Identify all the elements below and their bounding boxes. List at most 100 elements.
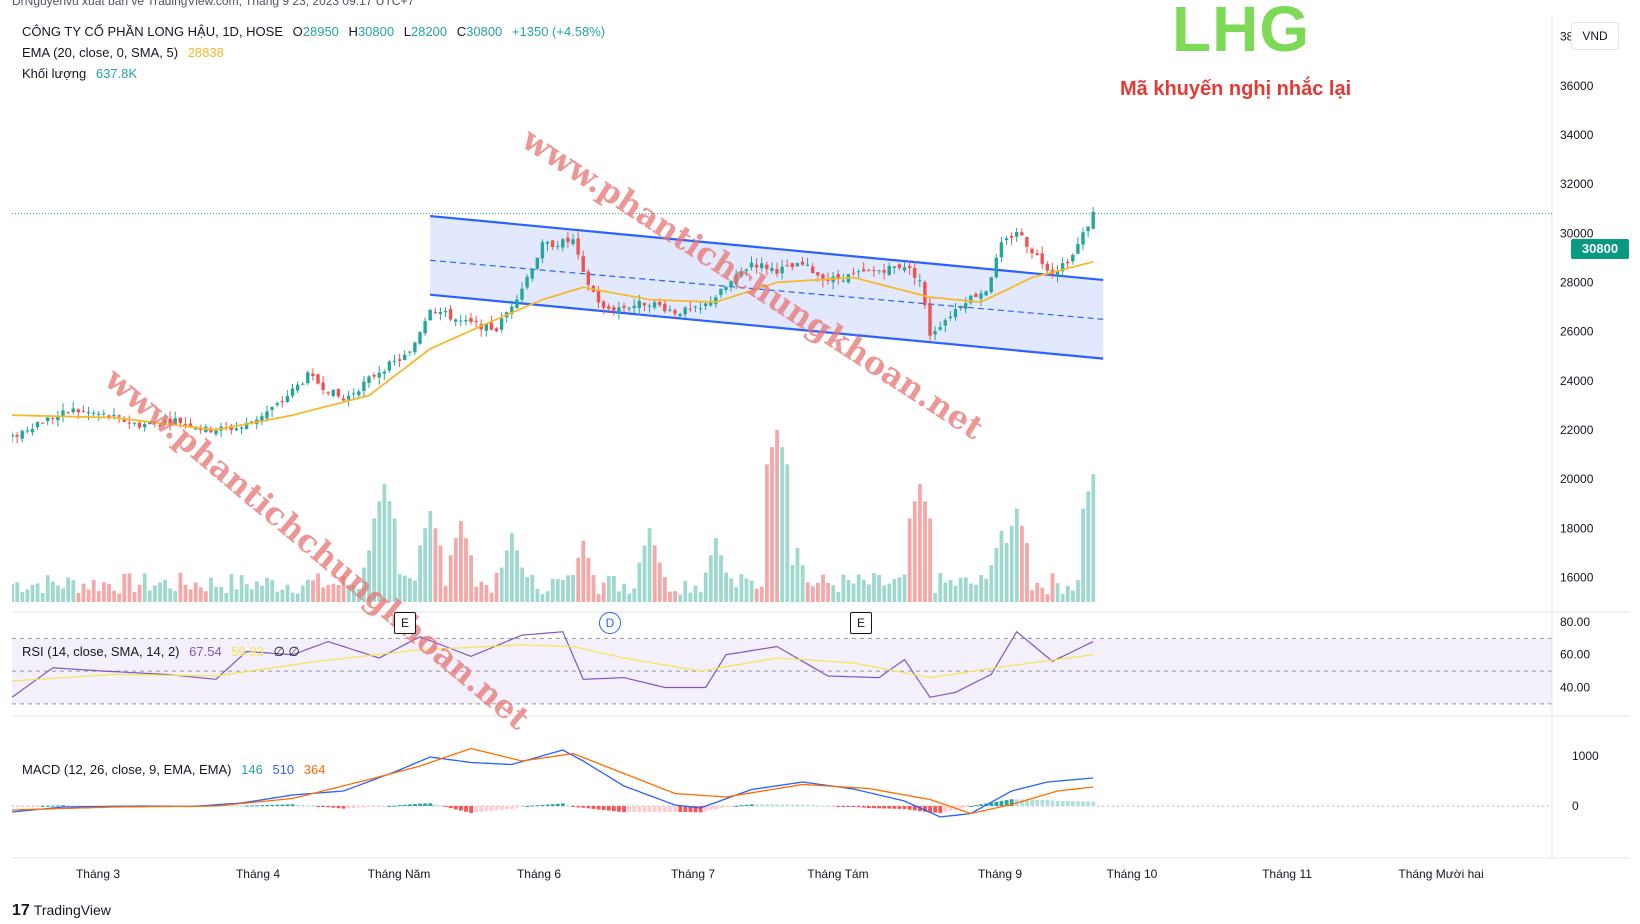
candle-body: [158, 425, 162, 427]
volume-bar: [423, 528, 428, 602]
volume-bar: [137, 584, 142, 602]
volume-bar: [652, 545, 657, 602]
volume-bar: [673, 590, 677, 602]
macd-histogram-bar: [357, 806, 361, 808]
volume-bar: [1060, 593, 1065, 602]
macd-histogram-bar: [770, 804, 774, 806]
candle-body: [515, 299, 519, 309]
candle-body: [596, 291, 601, 303]
candle-body: [86, 412, 91, 414]
candle-body: [117, 415, 121, 417]
volume-bar: [1050, 573, 1055, 602]
macd-histogram-bar: [652, 806, 657, 812]
macd-hist-value: 146: [241, 762, 263, 777]
candle-body: [953, 309, 958, 318]
volume-bar: [20, 592, 25, 602]
volume-bar: [816, 582, 820, 602]
macd-histogram-bar: [448, 806, 453, 809]
volume-bar: [40, 592, 45, 602]
macd-histogram-bar: [336, 806, 341, 809]
macd-histogram-bar: [744, 804, 749, 806]
macd-histogram-bar: [846, 806, 851, 807]
volume-label: Khối lượng: [22, 66, 87, 81]
legend-rsi[interactable]: RSI (14, close, SMA, 14, 2) 67.54 59.93 …: [22, 644, 306, 660]
volume-bar: [428, 511, 433, 602]
currency-button[interactable]: VND: [1571, 22, 1619, 50]
volume-bar: [861, 579, 866, 602]
volume-bar: [912, 501, 917, 602]
earnings-event-marker[interactable]: E: [850, 612, 872, 634]
macd-histogram-bar: [311, 805, 315, 807]
macd-histogram-bar: [974, 805, 978, 807]
volume-bar: [897, 577, 902, 602]
volume-bar: [51, 581, 55, 602]
earnings-event-marker[interactable]: E: [394, 612, 416, 634]
volume-bar: [260, 585, 264, 602]
candle-body: [382, 371, 386, 374]
macd-histogram-bar: [285, 804, 290, 806]
volume-bar: [724, 572, 728, 602]
volume-bar: [147, 590, 152, 602]
volume-bar: [1045, 594, 1050, 602]
tradingview-logo[interactable]: 17 TradingView: [12, 902, 111, 920]
rsi-tick-label: 60.00: [1560, 648, 1590, 662]
legend-macd[interactable]: MACD (12, 26, close, 9, EMA, EMA) 146 51…: [22, 762, 332, 777]
volume-bar: [688, 592, 693, 602]
macd-histogram-bar: [841, 806, 846, 807]
macd-histogram-bar: [683, 806, 688, 812]
candle-body: [785, 265, 789, 267]
macd-histogram-bar: [714, 806, 718, 810]
macd-label: MACD (12, 26, close, 9, EMA, EMA): [22, 762, 232, 777]
candle-body: [841, 280, 845, 282]
volume-bar: [555, 579, 560, 602]
candle-body: [122, 417, 126, 422]
candle-body: [530, 269, 534, 279]
legend-volume[interactable]: Khối lượng 637.8K: [22, 66, 143, 81]
candle-body: [668, 309, 672, 311]
candle-body: [107, 415, 111, 418]
candle-body: [550, 240, 555, 247]
volume-bar: [627, 593, 632, 602]
volume-bar: [668, 591, 672, 602]
candle-body: [474, 320, 478, 323]
volume-bar: [183, 584, 188, 602]
macd-histogram-bar: [397, 805, 402, 807]
macd-histogram-bar: [1091, 801, 1096, 806]
candle-body: [652, 302, 657, 308]
candle-body: [469, 318, 473, 322]
price-tick-label: 30000: [1560, 226, 1594, 240]
candle-body: [1060, 263, 1065, 272]
macd-histogram-bar: [729, 806, 734, 807]
macd-histogram-bar: [912, 806, 917, 811]
volume-bar: [540, 594, 545, 602]
candle-body: [229, 425, 233, 430]
macd-histogram-bar: [229, 805, 234, 807]
candle-body: [234, 428, 239, 431]
chart-frame[interactable]: 3800036000340003200030000280002600024000…: [12, 16, 1630, 898]
volume-bar: [214, 586, 218, 602]
macd-histogram-bar: [754, 804, 759, 806]
macd-histogram-bar: [239, 805, 244, 807]
price-chart[interactable]: 3800036000340003200030000280002600024000…: [12, 16, 1630, 898]
volume-bar: [91, 579, 96, 602]
volume-bar: [877, 575, 881, 602]
volume-bar: [1091, 474, 1096, 602]
candle-body: [357, 391, 361, 396]
legend-ema[interactable]: EMA (20, close, 0, SMA, 5) 28838: [22, 45, 230, 60]
macd-histogram-bar: [979, 804, 983, 806]
volume-bar: [163, 579, 167, 602]
macd-histogram-bar: [596, 806, 601, 810]
candle-body: [877, 270, 881, 272]
macd-histogram-bar: [418, 803, 422, 806]
channel-middle-line: [429, 259, 1104, 320]
macd-histogram-bar: [637, 806, 642, 813]
candle-body: [581, 256, 585, 272]
macd-histogram-bar: [61, 805, 65, 807]
candle-body: [647, 305, 652, 307]
volume-bar: [464, 538, 468, 602]
volume-bar: [142, 573, 147, 602]
candle-body: [540, 242, 545, 259]
dividend-event-marker[interactable]: D: [599, 612, 621, 634]
time-axis-label: Tháng Năm: [368, 867, 431, 881]
candle-body: [851, 272, 856, 274]
